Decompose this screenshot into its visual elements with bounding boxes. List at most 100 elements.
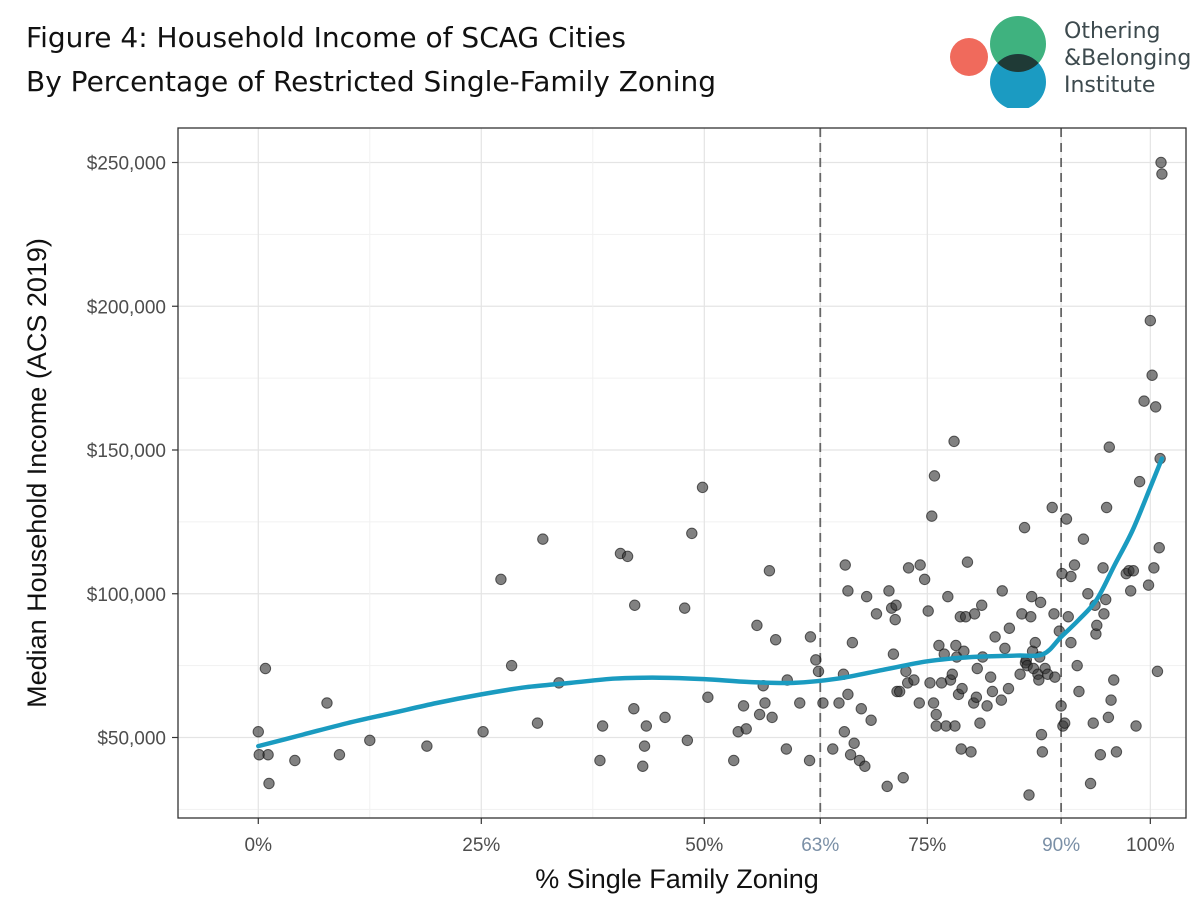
data-point [333,749,346,761]
data-point [961,556,974,568]
data-point [659,711,671,724]
data-point [848,737,860,749]
data-point [803,754,816,767]
data-point [1048,608,1060,620]
x-tick-label: 25% [462,835,500,856]
data-point [930,720,942,732]
data-point [1071,659,1083,672]
logo-text-line-1: Othering [1064,19,1161,44]
data-point [637,760,649,772]
data-point [986,685,999,698]
data-point [1151,665,1164,678]
data-point [855,703,867,715]
data-point [902,562,915,574]
data-point [1036,746,1049,758]
data-point [740,723,752,735]
logo-text-line-2: &Belonging [1064,46,1192,71]
data-point [1153,542,1165,554]
data-point [948,435,960,448]
data-point [1033,674,1045,686]
data-point [766,711,778,724]
data-point [881,780,893,793]
data-point [827,743,839,755]
data-point [842,585,854,597]
data-point [1082,588,1094,600]
x-tick-label: 0% [245,835,273,856]
data-point [1100,501,1113,514]
data-point [1098,608,1110,620]
data-point [893,685,906,698]
x-axis-title: % Single Family Zoning [535,864,819,894]
x-tick-label: 63% [801,835,839,856]
data-point [956,682,968,695]
grid-lines [178,128,1186,818]
data-point [1094,749,1107,761]
data-point [950,639,962,652]
data-point [846,636,859,649]
data-point [1062,611,1074,623]
data-point [1156,168,1168,180]
institute-logo: Othering &Belonging Institute [946,8,1196,110]
x-tick-label: 100% [1126,835,1175,856]
trend-line [256,456,1165,749]
data-point [928,470,941,482]
data-point [702,691,714,703]
data-point [913,697,925,709]
data-point [887,648,900,660]
data-point [1055,700,1067,712]
y-tick-label: $150,000 [87,441,166,462]
data-point [596,720,609,732]
data-point [999,642,1011,655]
data-point [949,720,961,732]
data-point [1138,395,1150,407]
y-tick-label: $250,000 [87,154,166,175]
data-point [1102,711,1115,724]
data-point [1110,746,1123,758]
data-point [1073,685,1085,698]
data-point [263,777,275,790]
data-point [1103,441,1115,453]
data-point [926,510,938,522]
data-point [930,708,942,721]
data-point [1018,521,1031,534]
data-point [751,619,763,632]
data-point [1065,570,1077,583]
data-point [860,590,873,603]
y-tick-label: $100,000 [87,585,166,606]
data-point [844,749,857,761]
data-point [289,754,301,767]
data-point [989,631,1001,643]
data-point [686,527,698,540]
x-tick-label: 75% [908,835,946,856]
data-point [1133,475,1146,488]
data-point [1046,501,1058,514]
chart-title-line-1: Figure 4: Household Income of SCAG Citie… [26,21,626,54]
data-point [477,726,489,738]
data-point [1060,513,1073,525]
data-point [946,668,958,680]
data-point [262,749,274,761]
data-point [971,662,983,675]
y-tick-label: $200,000 [87,297,166,318]
data-point [640,720,653,732]
y-tick-label: $50,000 [97,729,166,750]
data-point [810,654,822,666]
data-point [1023,789,1035,801]
data-point [1087,717,1099,729]
data-point [495,573,507,586]
data-point [908,674,920,686]
data-point [942,590,954,603]
data-point [859,760,871,772]
data-point [839,559,851,571]
data-point [321,697,333,709]
data-point [681,734,694,747]
data-point [995,694,1008,706]
data-point [769,634,782,646]
data-point [933,639,945,652]
data-point [696,481,709,494]
data-point [628,703,640,715]
data-point [1049,671,1061,683]
data-point [638,740,651,752]
data-point [955,743,967,755]
logo-red-circle [950,38,988,76]
